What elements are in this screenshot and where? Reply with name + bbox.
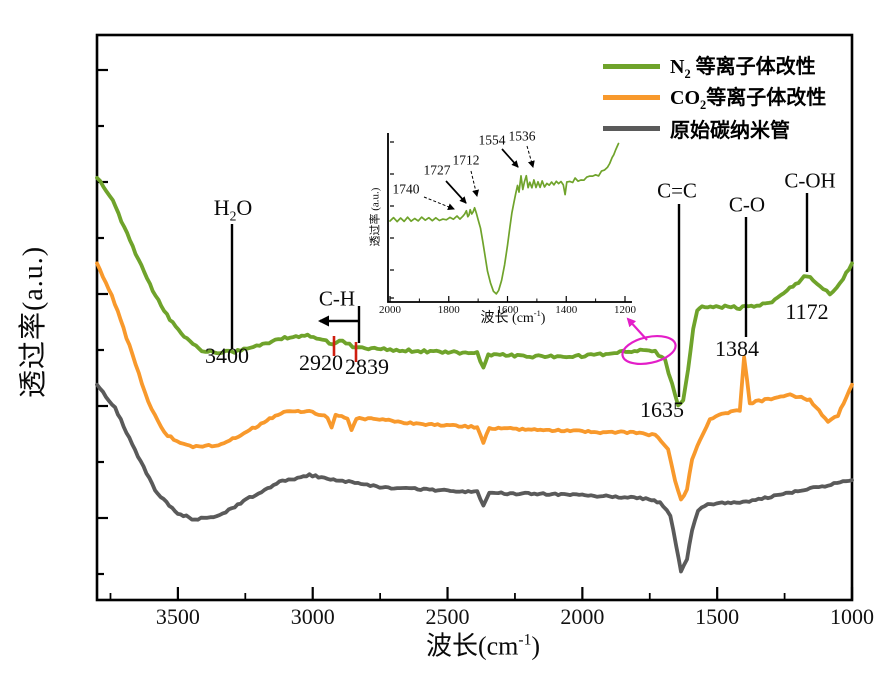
x-tick-label: 1400: [555, 304, 578, 316]
peak-1172-label: 1172: [785, 299, 829, 324]
main-plot-frame: [95, 33, 854, 602]
legend-label-co2-text: 等离子体改性: [706, 87, 827, 109]
x-axis-title: 波长(cm-1): [425, 631, 541, 661]
inset-x-axis-title-text: 波长 (cm: [480, 310, 534, 326]
x-tick-label: 1500: [695, 604, 739, 629]
legend-label-n2-sub: 2: [684, 67, 691, 81]
inset-peak-1554-label: 1554: [478, 132, 506, 148]
series-path-0-2: [95, 382, 854, 574]
legend-label-co2: CO2等离子体改性: [670, 81, 826, 113]
h2o-post: O: [236, 194, 253, 220]
series-path-0-1: [95, 261, 854, 502]
x-tick-label: 2500: [426, 604, 470, 629]
inset-peak-1712-label: 1712: [452, 152, 480, 168]
legend-item-n2: N2 等离子体改性: [603, 50, 816, 82]
inset-peak-1727-label: 1727: [423, 162, 451, 178]
inset-axis-ticks: 2000 1800 1600 1400 1200: [379, 141, 637, 316]
inset-axes-spines: [387, 133, 632, 303]
x-axis-title-close: ): [531, 631, 541, 661]
x-tick-label: 3000: [291, 604, 335, 629]
legend-swatch-co2: [603, 94, 660, 100]
peak-1635-label: 1635: [640, 397, 684, 422]
arrow-1727: [445, 180, 467, 204]
peak-2920-label: 2920: [299, 350, 343, 375]
ch-band-label: C-H: [318, 286, 356, 311]
inset-x-axis-title-sup: -1: [533, 309, 541, 319]
inset-spectrum-curve: [389, 142, 620, 295]
arrow-1712: [470, 170, 480, 197]
x-tick-label: 1200: [614, 304, 637, 316]
x-tick-label: 3500: [156, 604, 200, 629]
legend-swatch-n2: [603, 63, 660, 69]
legend-label-pristine: 原始碳纳米管: [670, 119, 790, 142]
x-tick-label: 1800: [438, 304, 461, 316]
coh-band-label: C-OH: [784, 168, 836, 193]
peak-3400-label: 3400: [205, 343, 249, 368]
co-band-label: C-O: [728, 192, 766, 217]
y-axis-title: 透过率(a.u.): [18, 245, 49, 399]
annotation-lines: [230, 145, 809, 397]
h2o-sub: 2: [229, 208, 237, 224]
arrow-1536: [526, 145, 535, 168]
inset-x-axis-title-close: ): [540, 310, 546, 326]
x-axis-title-text: 波长(cm: [425, 631, 519, 661]
legend-item-pristine: 原始碳纳米管: [603, 114, 790, 142]
peak-1384-label: 1384: [715, 336, 759, 361]
legend-swatch-pristine: [603, 125, 660, 131]
legend-label-n2-text: 等离子体改性: [690, 56, 816, 78]
cc-band-label: C=C: [657, 178, 697, 203]
series-path-1-0: [389, 142, 620, 295]
inset-peak-1740-label: 1740: [392, 181, 420, 197]
inset-peak-1536-label: 1536: [508, 128, 536, 144]
legend-label-n2-formula: N: [670, 56, 685, 78]
arrow-1554: [501, 148, 519, 168]
x-tick-label: 1000: [830, 604, 874, 629]
h2o-band-label: H2O: [213, 194, 253, 224]
magenta-inset-arrow: [626, 317, 648, 341]
legend-label-co2-sub: 2: [700, 98, 707, 112]
main-axis-ticks: 3500 3000 2500 2000 1500 1000: [97, 68, 874, 629]
inset-x-axis-title: 波长 (cm-1): [480, 309, 546, 326]
h2o-pre: H: [213, 194, 230, 220]
series-path-0-0: [95, 176, 854, 408]
main-spectra-curves: [95, 176, 854, 574]
x-axis-title-sup: -1: [518, 631, 532, 649]
x-tick-label: 2000: [379, 304, 402, 316]
x-tick-label: 1600: [497, 304, 520, 316]
inset-y-axis-title: 透过率 (a.u.): [369, 187, 382, 247]
x-tick-label: 2000: [560, 604, 604, 629]
legend-label-n2: N2 等离子体改性: [670, 50, 816, 82]
legend-item-co2: CO2等离子体改性: [603, 81, 826, 113]
legend-label-co2-formula: CO: [670, 87, 700, 109]
peak-2839-label: 2839: [345, 354, 389, 379]
arrow-1740: [423, 196, 455, 211]
magenta-highlight-ellipse: [621, 335, 677, 365]
